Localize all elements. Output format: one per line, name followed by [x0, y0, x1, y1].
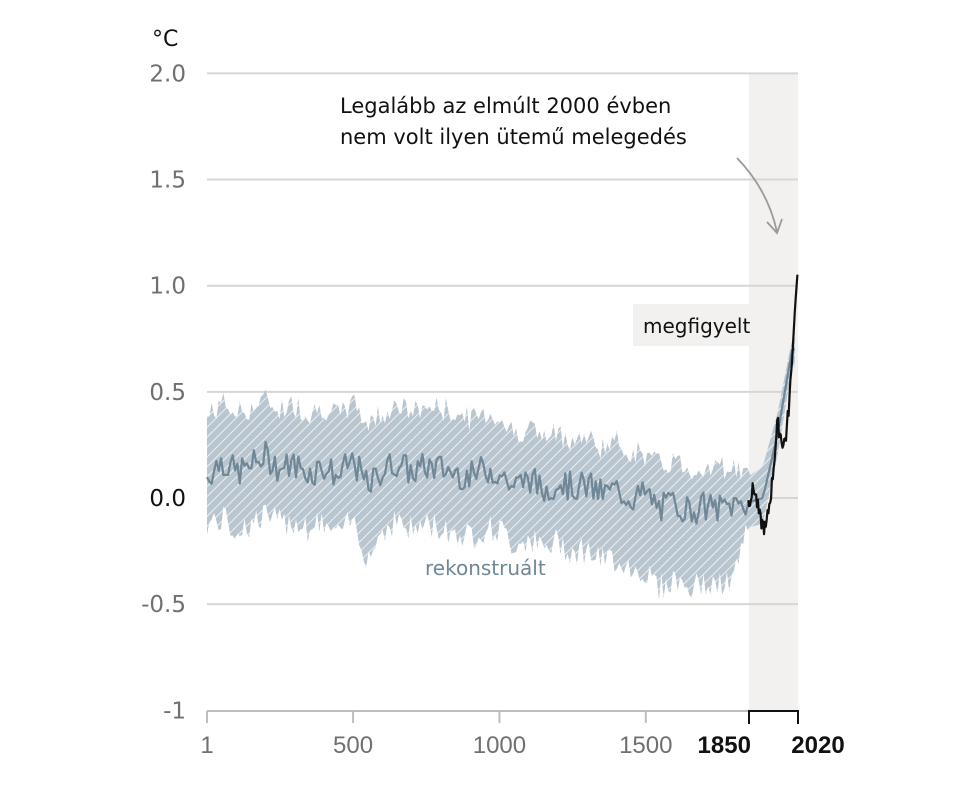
x-tick-label: 500: [333, 732, 373, 759]
reconstructed-line: [206, 348, 795, 525]
reconstructed-label: rekonstruált: [425, 556, 546, 580]
x-tick-label: 2020: [791, 732, 844, 759]
arrow-head-icon: [766, 218, 783, 235]
x-tick-label: 1: [200, 732, 213, 759]
annotation-line-1: Legalább az elmúlt 2000 évben: [340, 94, 671, 118]
x-tick-label: 1850: [698, 732, 751, 759]
x-tick-label: 1000: [473, 732, 526, 759]
y-axis-ticks: 2.0 1.5 1.0 0.5 0.0 -0.5 -1: [141, 61, 186, 724]
x-tick-label: 1500: [619, 732, 672, 759]
grid-lines: [207, 72, 798, 606]
y-tick-label: -1: [163, 698, 186, 724]
annotation-line-2: nem volt ilyen ütemű melegedés: [340, 125, 687, 149]
reconstruction-uncertainty-band: [207, 338, 795, 601]
y-tick-label: 0.5: [149, 380, 186, 406]
observed-line: [747, 274, 799, 536]
y-tick-label: -0.5: [141, 592, 186, 618]
x-axis: 1 500 1000 1500 1850 2020: [200, 710, 845, 759]
observed-label: megfigyelt: [643, 314, 750, 338]
y-tick-label: 1.0: [149, 274, 186, 300]
y-tick-label: 0.0: [149, 486, 186, 512]
annotation-arrow-icon: [736, 157, 778, 233]
observed-label-bg: [633, 304, 749, 346]
bracket-1850-2020: [748, 710, 799, 724]
y-tick-label: 2.0: [149, 61, 186, 87]
unit-label: °C: [152, 27, 178, 52]
y-tick-label: 1.5: [149, 168, 186, 194]
